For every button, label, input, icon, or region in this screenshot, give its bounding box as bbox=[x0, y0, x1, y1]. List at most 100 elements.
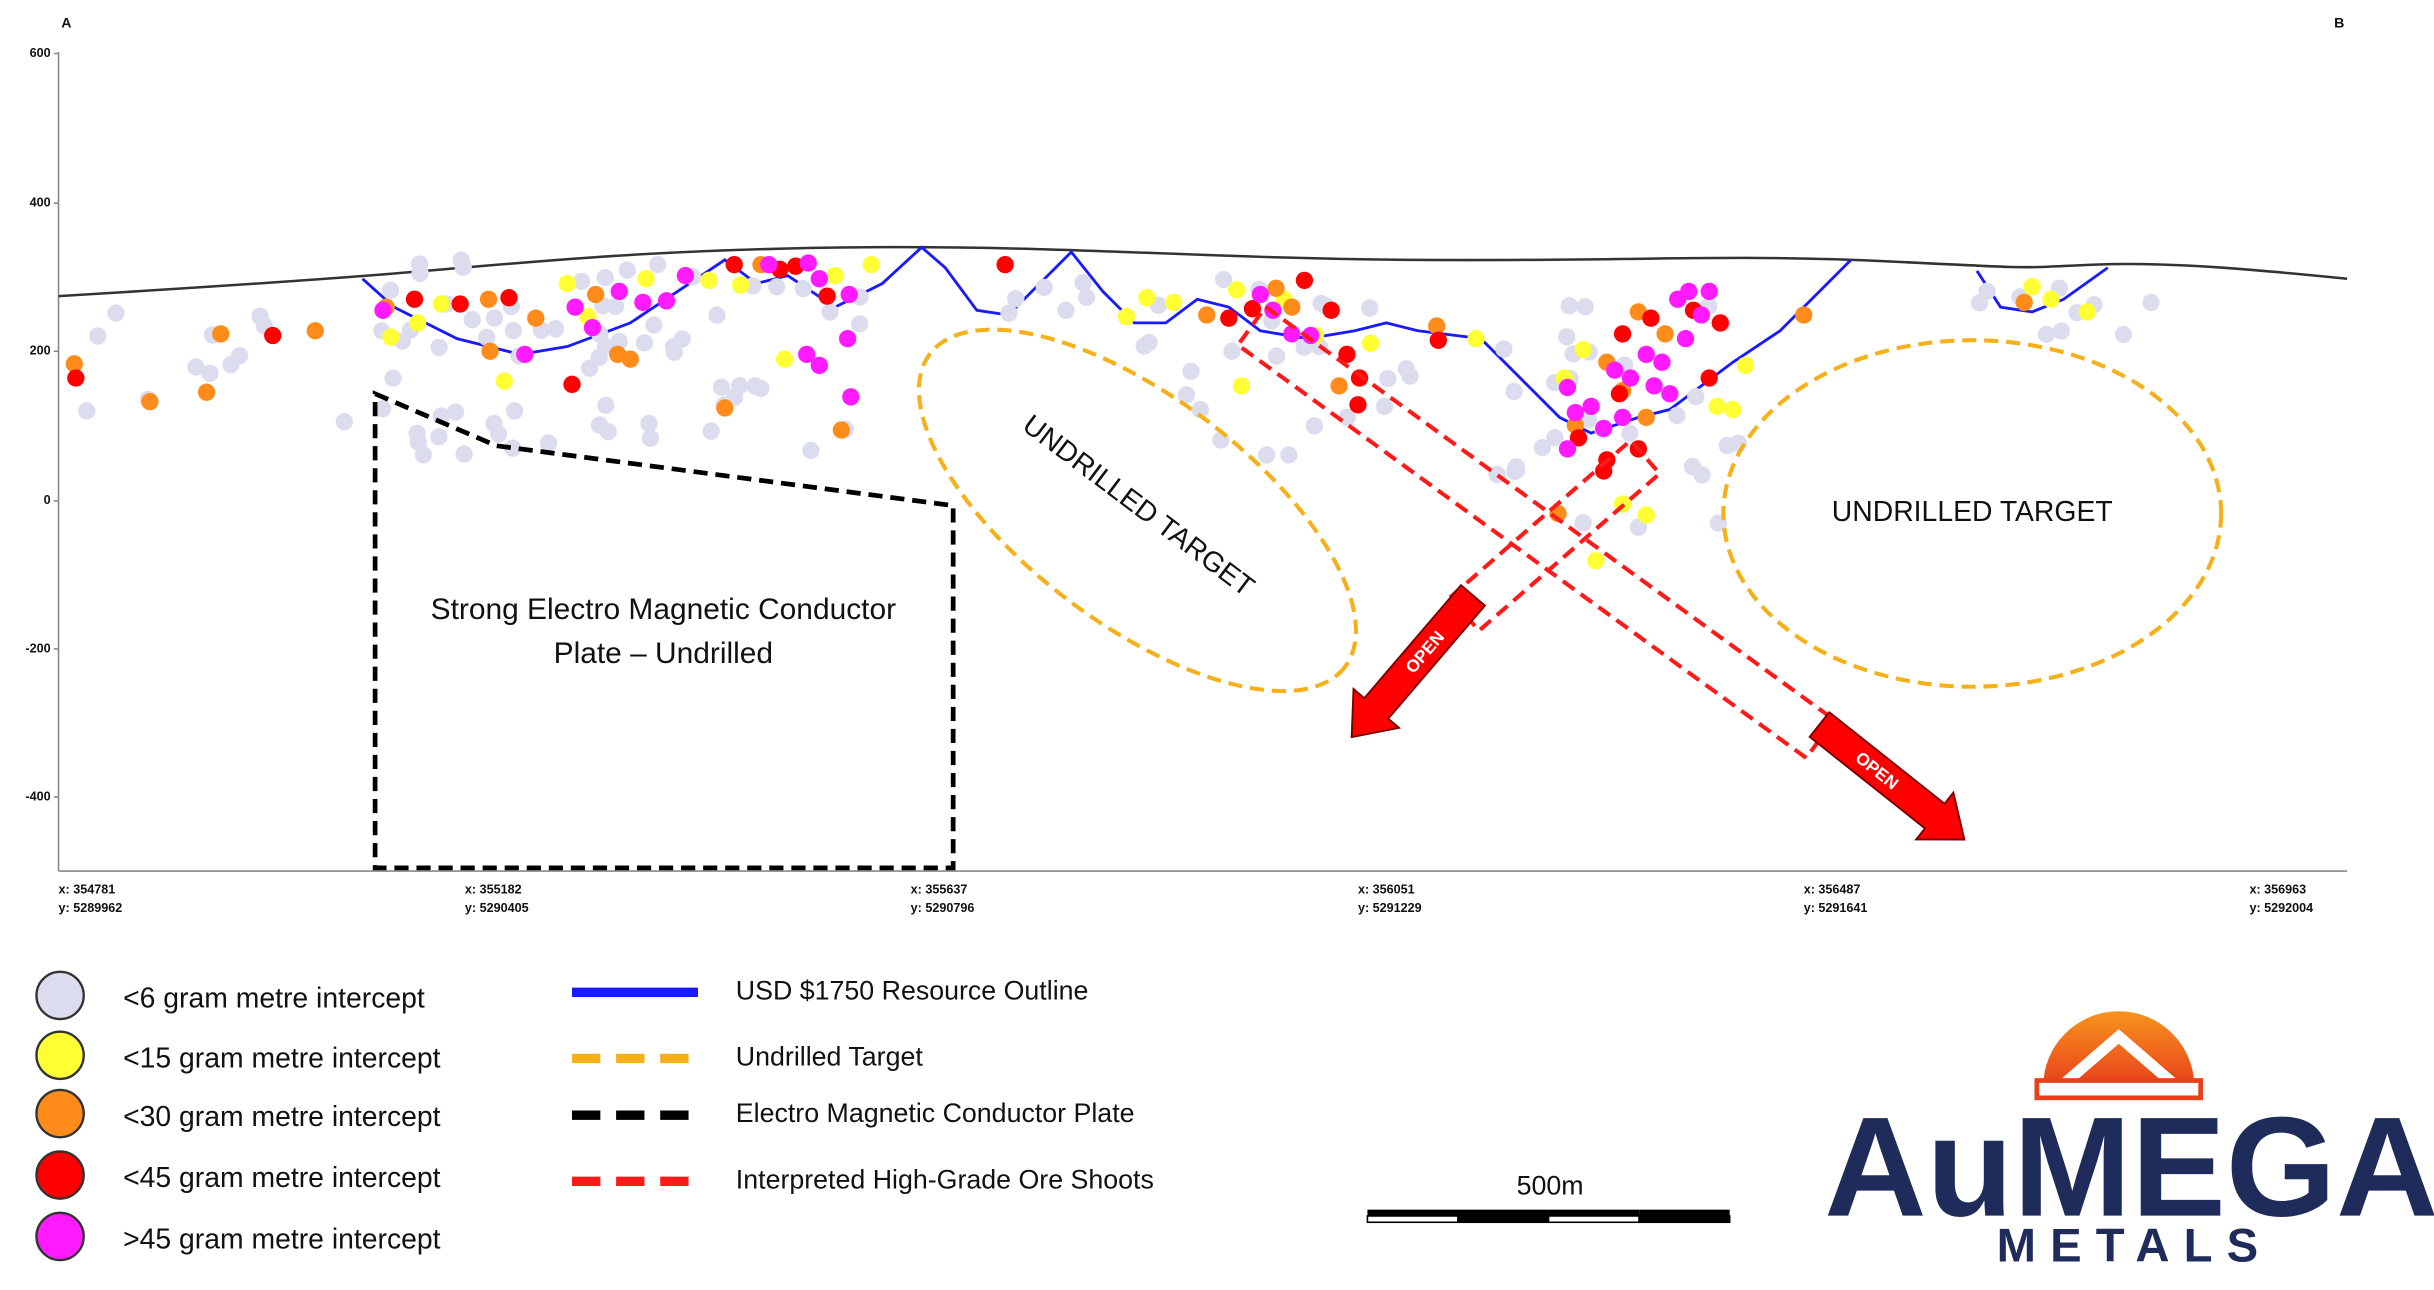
drill-intercept bbox=[212, 325, 230, 343]
drill-intercept bbox=[2037, 325, 2056, 344]
drill-intercept bbox=[2052, 322, 2070, 340]
drill-intercept bbox=[187, 358, 205, 376]
drill-intercept bbox=[1579, 411, 1598, 429]
drill-intercept bbox=[1467, 329, 1485, 348]
legend-swatch bbox=[35, 1211, 85, 1262]
drill-intercept bbox=[1243, 300, 1262, 318]
x-tick-label: x: 355182 bbox=[465, 882, 522, 896]
x-tick-label: y: 5290405 bbox=[465, 901, 529, 915]
drill-intercept bbox=[1283, 298, 1301, 316]
drill-intercept bbox=[381, 281, 400, 299]
drill-intercept bbox=[1700, 369, 1718, 387]
drill-intercept bbox=[1429, 331, 1447, 349]
drill-intercept bbox=[1507, 458, 1525, 476]
drill-intercept bbox=[657, 292, 676, 310]
drill-intercept bbox=[1267, 279, 1285, 297]
drill-intercept bbox=[665, 343, 684, 361]
drill-intercept bbox=[539, 434, 558, 452]
arrow-shape bbox=[1350, 583, 1487, 739]
drill-intercept bbox=[635, 334, 654, 352]
drill-intercept bbox=[1637, 408, 1655, 427]
drill-intercept bbox=[2015, 293, 2033, 312]
drill-intercept bbox=[1587, 552, 1605, 570]
y-tick-label: 400 bbox=[30, 196, 51, 210]
drill-intercept bbox=[504, 321, 522, 340]
drill-intercept bbox=[1569, 429, 1588, 447]
drill-intercept bbox=[725, 255, 743, 274]
drill-intercept bbox=[1613, 325, 1632, 343]
drill-intercept bbox=[1379, 369, 1397, 388]
drill-intercept bbox=[1258, 446, 1276, 464]
drill-intercept bbox=[610, 332, 628, 351]
drill-intercept bbox=[1268, 347, 1286, 365]
scale-segment bbox=[1548, 1209, 1640, 1216]
drill-intercept bbox=[1349, 396, 1367, 414]
scale-segment bbox=[1547, 1215, 1640, 1224]
drill-intercept bbox=[1680, 282, 1698, 301]
drill-intercept bbox=[1295, 271, 1314, 290]
drill-intercept bbox=[1232, 377, 1251, 395]
drill-intercept bbox=[1566, 404, 1584, 422]
drill-intercept bbox=[768, 278, 786, 296]
drill-intercept bbox=[1724, 400, 1742, 419]
drill-intercept bbox=[1795, 306, 1813, 324]
scale-segment bbox=[1366, 1215, 1459, 1224]
drill-intercept bbox=[851, 315, 869, 333]
drill-intercept bbox=[455, 445, 473, 463]
ore-shoot bbox=[1447, 437, 1663, 634]
drill-intercept bbox=[1692, 306, 1711, 324]
drill-intercept bbox=[2114, 325, 2133, 344]
drill-intercept bbox=[775, 350, 794, 368]
drill-intercept bbox=[1074, 274, 1092, 292]
drill-intercept bbox=[516, 345, 534, 364]
drill-intercept bbox=[649, 255, 667, 274]
drill-intercept bbox=[495, 372, 513, 390]
legend-label: <15 gram metre intercept bbox=[123, 1043, 441, 1075]
drill-intercept bbox=[832, 421, 851, 439]
drill-intercept bbox=[1198, 306, 1216, 324]
legend-label: Interpreted High-Grade Ore Shoots bbox=[736, 1164, 1154, 1194]
drill-intercept bbox=[1361, 334, 1380, 353]
y-tick-label: 200 bbox=[30, 344, 51, 358]
drill-intercept bbox=[335, 413, 353, 431]
drill-intercept bbox=[384, 369, 402, 387]
y-tick-label: 600 bbox=[30, 46, 51, 60]
drill-intercept bbox=[1656, 325, 1674, 343]
drill-intercept bbox=[1558, 440, 1577, 458]
scale-segment bbox=[1639, 1209, 1730, 1216]
legend-label: Undrilled Target bbox=[736, 1042, 924, 1072]
drill-intercept bbox=[1693, 466, 1711, 484]
drill-intercept bbox=[1057, 301, 1075, 319]
drill-intercept bbox=[408, 424, 426, 443]
drill-intercept bbox=[708, 306, 726, 324]
drill-intercept bbox=[411, 264, 429, 283]
drill-intercept bbox=[1668, 406, 1686, 425]
drill-intercept bbox=[760, 255, 778, 274]
annotation: Strong Electro Magnetic Conductor bbox=[431, 593, 896, 626]
drill-intercept bbox=[201, 364, 219, 383]
arrow-shape bbox=[1808, 710, 1966, 841]
drill-intercept bbox=[1645, 377, 1663, 395]
drill-intercept bbox=[1035, 278, 1053, 297]
drill-intercept bbox=[583, 318, 602, 337]
drill-intercept bbox=[637, 270, 655, 288]
scale-segment bbox=[1457, 1209, 1549, 1216]
drill-intercept bbox=[746, 377, 764, 395]
drill-intercept bbox=[799, 254, 817, 272]
legend-label: Electro Magnetic Conductor Plate bbox=[736, 1098, 1135, 1128]
drill-intercept bbox=[1375, 397, 1394, 416]
scale-label: 500m bbox=[1517, 1171, 1584, 1201]
drill-intercept bbox=[67, 369, 85, 387]
drill-intercept bbox=[586, 285, 605, 304]
drill-intercept bbox=[500, 289, 518, 307]
drill-intercept bbox=[2142, 293, 2160, 312]
logo-sub: METALS bbox=[1997, 1220, 2273, 1273]
topography bbox=[58, 245, 2348, 298]
drill-intercept bbox=[1007, 289, 1025, 308]
drill-intercept bbox=[618, 261, 636, 279]
drill-intercept bbox=[430, 428, 448, 446]
drill-intercept bbox=[840, 285, 858, 304]
logo-name: AuMEGA bbox=[1824, 1089, 2434, 1247]
